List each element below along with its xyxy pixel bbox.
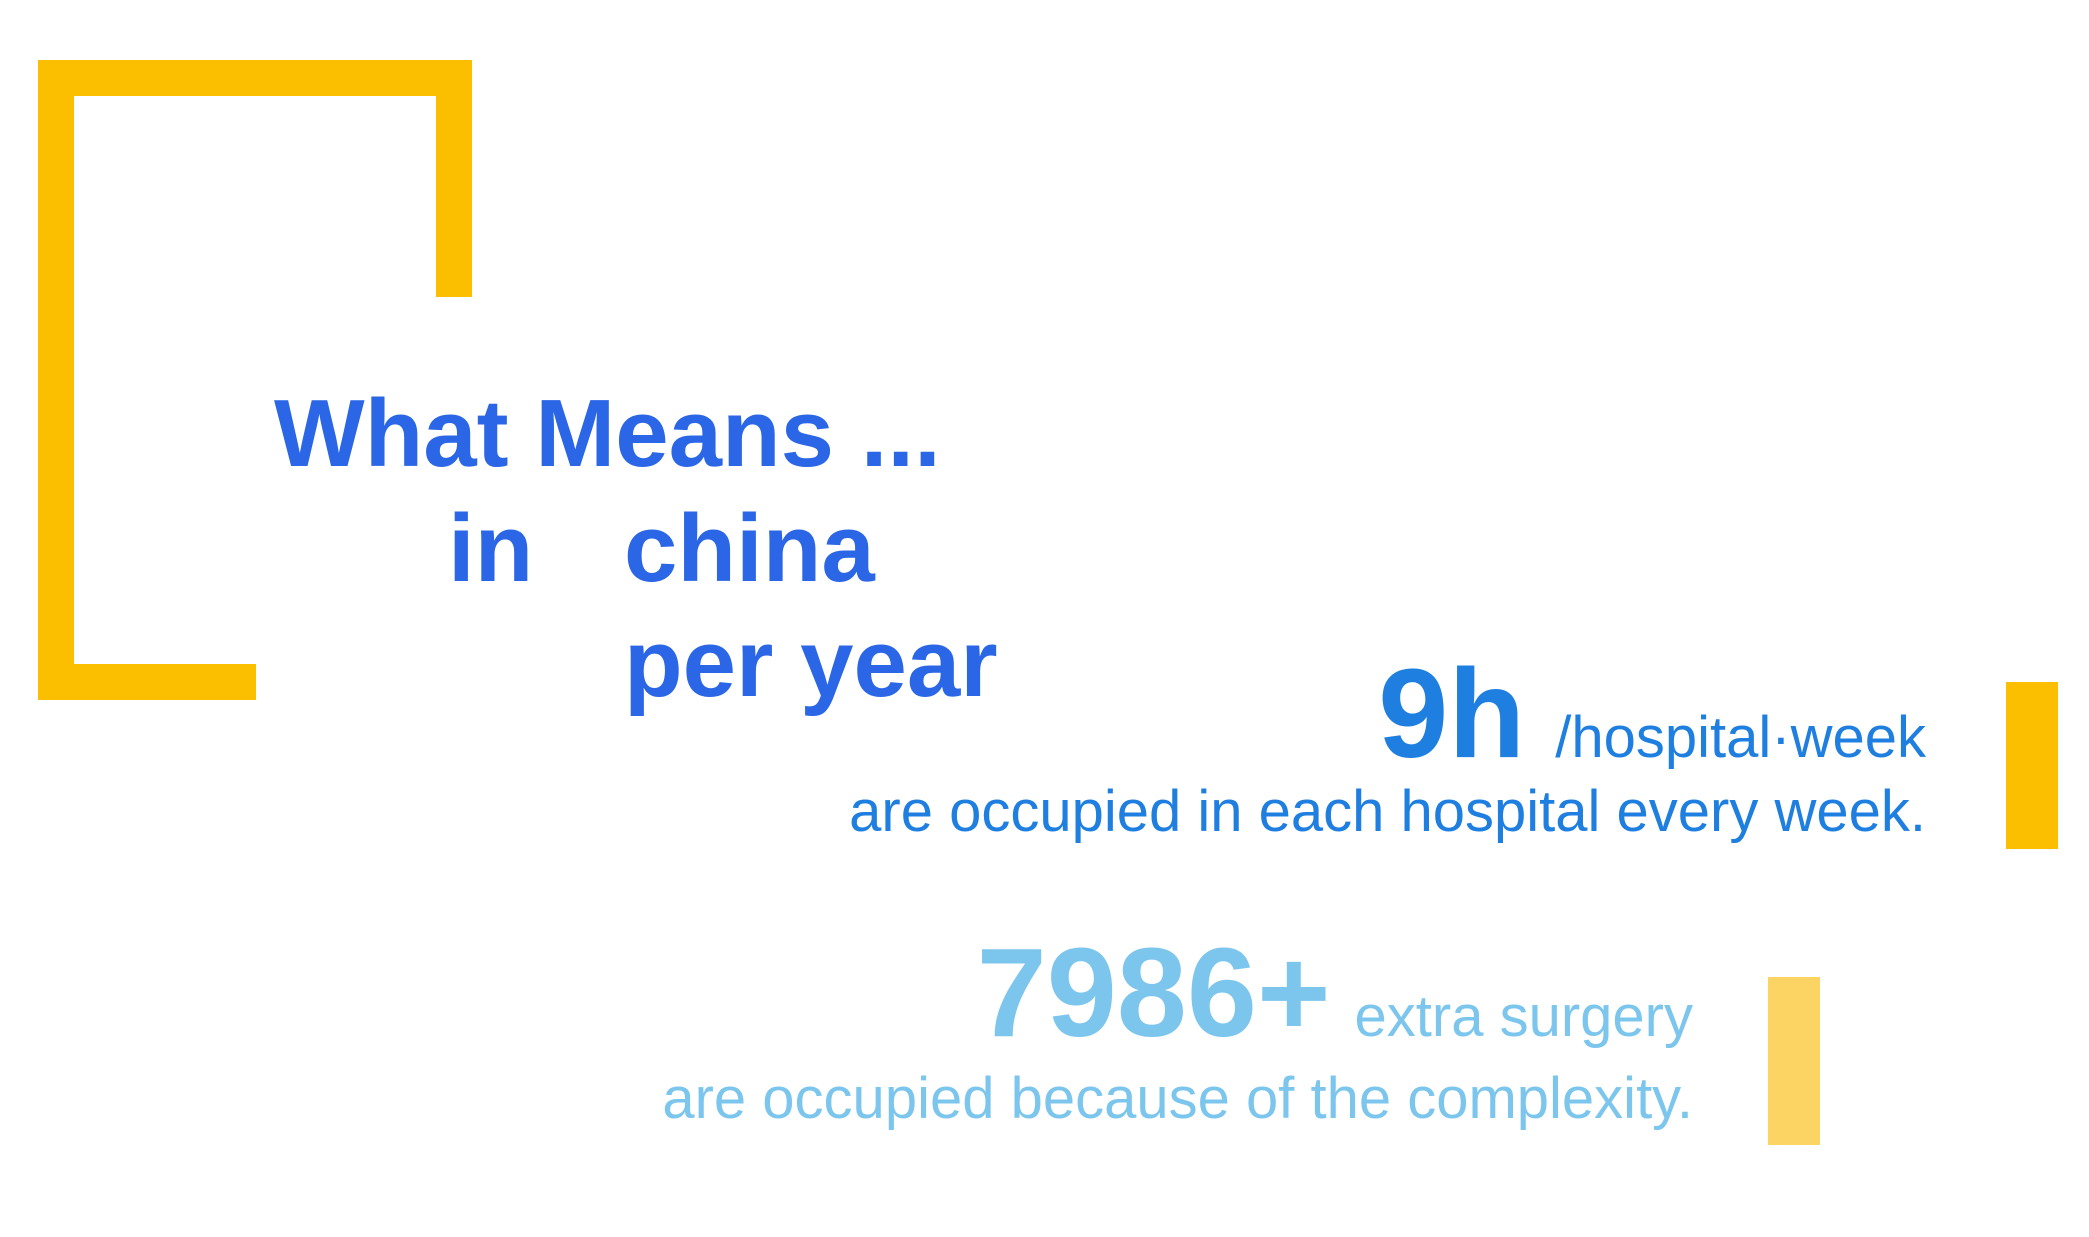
secondary-stat-description: are occupied because of the complexity. bbox=[662, 1066, 1693, 1131]
primary-stat-value: 9h bbox=[1378, 643, 1526, 784]
secondary-accent-bar bbox=[1768, 977, 1820, 1145]
secondary-stat-row: 7986+ extra surgery bbox=[977, 930, 1693, 1056]
secondary-stat-value: 7986+ bbox=[976, 922, 1331, 1063]
primary-stat-row: 9h/hospital·week bbox=[1378, 651, 1926, 777]
title-line-2-china: china bbox=[624, 495, 875, 602]
primary-accent-bar bbox=[2006, 682, 2058, 849]
secondary-stat-unit: extra surgery bbox=[1354, 984, 1693, 1049]
primary-stat-description: are occupied in each hospital every week… bbox=[849, 779, 1926, 844]
title-line-1: What Means ... bbox=[274, 380, 941, 487]
primary-stat-unit: /hospital·week bbox=[1555, 705, 1926, 770]
title-line-2-in: in bbox=[448, 495, 534, 602]
frame-bracket-decoration bbox=[38, 60, 472, 700]
title-line-3: per year bbox=[624, 610, 998, 717]
